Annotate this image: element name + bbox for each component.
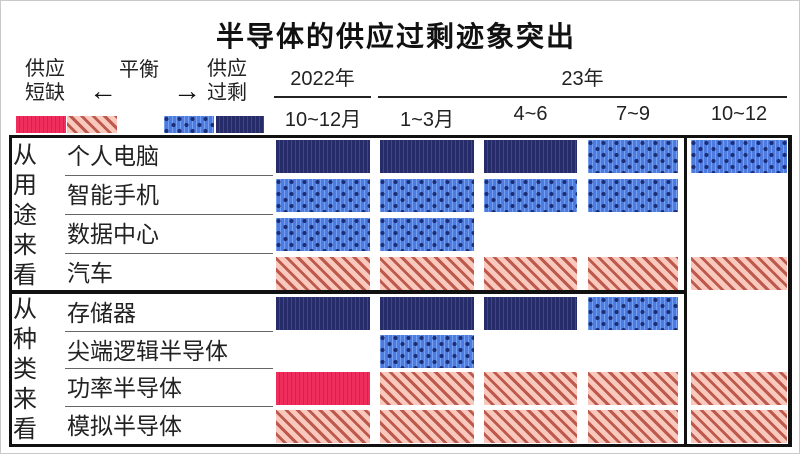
cell-surplus — [484, 179, 577, 212]
cell-shortage_strong — [276, 372, 370, 405]
legend-swatch-shortage-mild — [67, 116, 117, 133]
row-label: 智能手机 — [67, 182, 159, 208]
row-divider — [65, 406, 273, 407]
chart-title: 半导体的供应过剩迹象突出 — [215, 21, 576, 52]
row-label: 数据中心 — [67, 221, 159, 247]
cell-surplus — [691, 140, 787, 173]
row-label: 功率半导体 — [67, 375, 182, 401]
cell-shortage_mild — [276, 410, 370, 443]
year-header-2022: 2022年 — [290, 68, 355, 90]
row-label: 尖端逻辑半导体 — [67, 338, 228, 364]
cell-surplus — [380, 179, 474, 212]
cell-surplus — [276, 179, 370, 212]
right-arrow-icon: → — [173, 75, 201, 106]
cell-shortage_mild — [484, 372, 577, 405]
group-divider-line — [9, 290, 684, 294]
cell-surplus — [588, 297, 678, 330]
cell-shortage_mild — [691, 372, 787, 405]
row-label: 模拟半导体 — [67, 413, 182, 439]
column-header-quarter: 1~3月 — [400, 109, 454, 131]
legend-shortage-line1: 供应 — [25, 58, 65, 80]
row-divider — [65, 253, 273, 254]
cell-surplus — [588, 179, 678, 212]
group-label: 从 种 类 来 看 — [13, 296, 37, 443]
cell-shortage_mild — [691, 257, 787, 290]
cell-surplus_strong — [380, 140, 474, 173]
cell-surplus_strong — [484, 297, 577, 330]
column-header-quarter: 10~12月 — [284, 109, 362, 131]
cell-shortage_mild — [588, 410, 678, 443]
cell-shortage_mild — [380, 257, 474, 290]
cell-surplus_strong — [380, 297, 474, 330]
row-label: 个人电脑 — [67, 143, 159, 169]
cell-shortage_mild — [380, 372, 474, 405]
legend-shortage-label: 供应 短缺 — [25, 57, 65, 105]
cell-shortage_mild — [588, 372, 678, 405]
row-label: 汽车 — [67, 260, 113, 286]
cell-surplus_strong — [276, 140, 370, 173]
group-label: 从 用 途 来 看 — [13, 142, 37, 289]
legend-surplus-line2: 过剩 — [207, 82, 247, 104]
legend-swatch-surplus-mild — [164, 116, 214, 133]
legend-shortage-line2: 短缺 — [25, 82, 65, 104]
column-header-quarter: 4~6 — [513, 103, 548, 125]
row-divider — [65, 368, 273, 369]
column-header-quarter: 7~9 — [616, 103, 650, 125]
legend-swatch-shortage-strong — [16, 116, 66, 133]
legend-balance-label: 平衡 — [119, 59, 159, 81]
year-underline-2022 — [274, 96, 371, 98]
forecast-column-box — [684, 135, 791, 447]
row-label: 存储器 — [67, 300, 136, 326]
cell-shortage_mild — [276, 257, 370, 290]
cell-surplus — [380, 335, 474, 368]
cell-shortage_mild — [380, 410, 474, 443]
cell-surplus_strong — [276, 297, 370, 330]
legend-surplus-label: 供应 过剩 — [207, 57, 247, 105]
cell-surplus — [276, 218, 370, 251]
year-underline-23 — [378, 96, 787, 98]
cell-shortage_mild — [484, 410, 577, 443]
cell-surplus_strong — [484, 140, 577, 173]
column-header-quarter: 10~12 — [710, 103, 768, 125]
legend-surplus-line1: 供应 — [207, 58, 247, 80]
cell-surplus — [380, 218, 474, 251]
legend-swatch-surplus-strong — [216, 116, 264, 133]
cell-shortage_mild — [691, 410, 787, 443]
row-divider — [65, 175, 273, 176]
cell-surplus — [588, 140, 678, 173]
year-header-23: 23年 — [561, 68, 604, 90]
left-arrow-icon: ← — [89, 75, 117, 106]
row-divider — [65, 214, 273, 215]
row-divider — [65, 331, 273, 332]
cell-shortage_mild — [484, 257, 577, 290]
cell-shortage_mild — [588, 257, 678, 290]
